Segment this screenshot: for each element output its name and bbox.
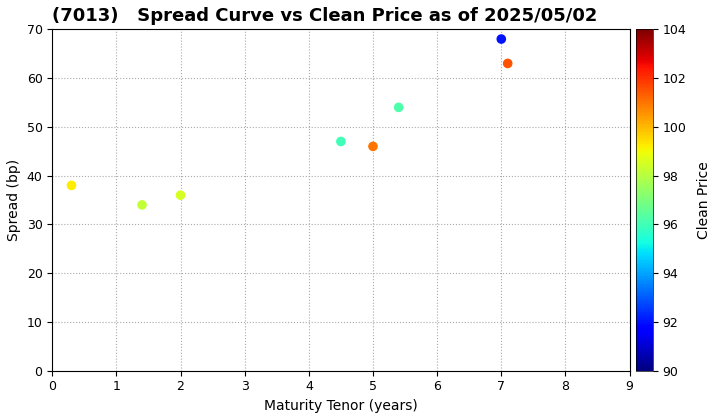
Y-axis label: Spread (bp): Spread (bp)	[7, 159, 21, 241]
Text: (7013)   Spread Curve vs Clean Price as of 2025/05/02: (7013) Spread Curve vs Clean Price as of…	[53, 7, 598, 25]
Point	[175, 192, 186, 199]
Point	[335, 138, 346, 145]
Point	[66, 182, 77, 189]
X-axis label: Maturity Tenor (years): Maturity Tenor (years)	[264, 399, 418, 413]
Point	[502, 60, 513, 67]
Point	[367, 143, 379, 150]
Point	[495, 36, 507, 42]
Point	[136, 202, 148, 208]
Y-axis label: Clean Price: Clean Price	[698, 161, 711, 239]
Point	[393, 104, 405, 111]
